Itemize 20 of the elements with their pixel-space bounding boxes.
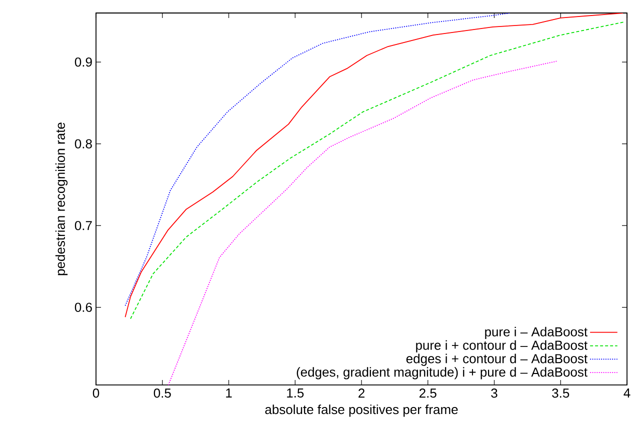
x-tick-label: 2 bbox=[358, 388, 364, 398]
y-tick-label: 0.9 bbox=[74, 57, 92, 67]
y-axis-title: pedestrian recognition rate bbox=[55, 122, 68, 276]
legend-label: pure i + contour d – AdaBoost bbox=[416, 340, 588, 352]
x-tick-label: 3 bbox=[491, 388, 498, 398]
x-tick-label: 0.5 bbox=[154, 388, 171, 398]
y-tick-label: 0.7 bbox=[74, 220, 92, 230]
legend-label: (edges, gradient magnitude) i + pure d – AdaBoost bbox=[296, 367, 588, 380]
x-axis-title: absolute false positives per frame bbox=[265, 404, 458, 417]
legend-label: pure i – AdaBoost bbox=[485, 326, 588, 340]
x-tick-label: 1.5 bbox=[287, 388, 304, 398]
y-tick-label: 0.6 bbox=[74, 302, 92, 312]
x-tick-label: 3.5 bbox=[552, 388, 570, 398]
x-tick-label: 4 bbox=[624, 388, 630, 398]
y-tick-label: 0.8 bbox=[74, 139, 92, 148]
x-tick-label: 2.5 bbox=[420, 388, 436, 398]
legend-label: edges i + contour d – AdaBoost bbox=[406, 354, 588, 366]
line-series bbox=[124, 12, 511, 306]
x-tick-label: 0 bbox=[92, 388, 100, 398]
x-tick-label: 1 bbox=[226, 388, 232, 398]
